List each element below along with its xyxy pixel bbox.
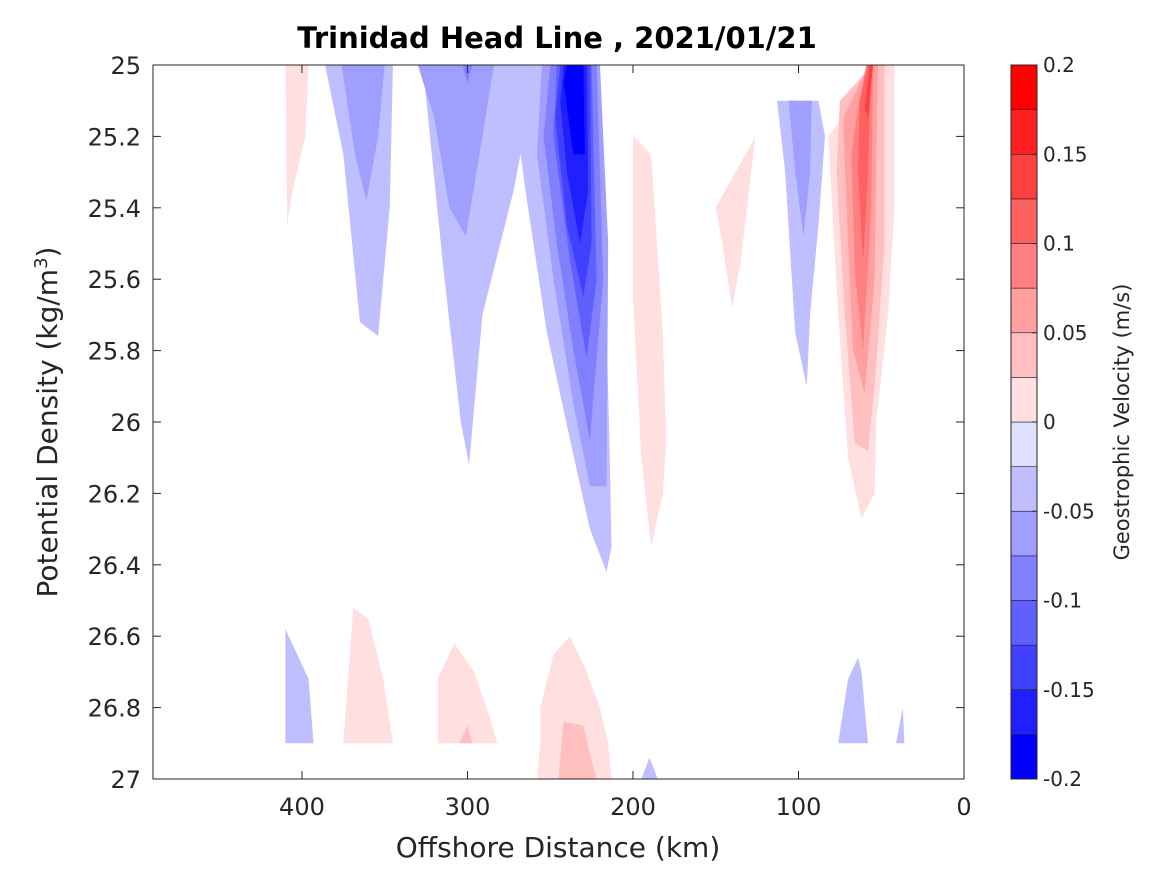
contour-region-surface-405km-19 bbox=[285, 65, 309, 226]
colorbar-band bbox=[1010, 287, 1038, 334]
x-axis-title: Offshore Distance (km) bbox=[396, 831, 721, 864]
x-tick-label: 0 bbox=[956, 793, 971, 821]
contour-fills bbox=[285, 65, 905, 779]
colorbar-band bbox=[1010, 109, 1038, 155]
colorbar-tick-label: 0.05 bbox=[1043, 321, 1088, 345]
colorbar-band bbox=[1010, 466, 1038, 512]
y-tick-label: 26 bbox=[110, 409, 141, 437]
chart-title: Trinidad Head Line , 2021/01/21 bbox=[297, 21, 817, 55]
contour-region-band-100km-13 bbox=[777, 100, 825, 387]
colorbar-ticks: 0.2 0.15 0.1 0.05 0 -0.05 -0.1 -0.15 -0.2 bbox=[1032, 53, 1095, 791]
contour-region-band-300km-8 bbox=[401, 65, 528, 465]
y-axis: 25 25.2 25.4 25.6 25.8 26 26.2 26.4 26.6 26.8 27 bbox=[88, 52, 964, 794]
contour-region-streak-140km-21 bbox=[715, 136, 756, 308]
colorbar-tick-label: -0.05 bbox=[1043, 499, 1095, 523]
colorbar-band bbox=[1010, 332, 1038, 378]
contour-region-jet-220km-7 bbox=[568, 65, 579, 83]
y-tick-label: 25.8 bbox=[88, 338, 141, 366]
colorbar-band bbox=[1010, 377, 1038, 423]
contour-region-deep-50km-15 bbox=[838, 657, 868, 744]
colorbar-band bbox=[1010, 689, 1038, 735]
y-tick-label: 27 bbox=[110, 766, 141, 794]
colorbar-band bbox=[1010, 198, 1038, 244]
contour-region-deep-300km-30 bbox=[459, 725, 473, 744]
y-tick-label: 26.6 bbox=[88, 623, 141, 651]
x-tick-label: 100 bbox=[776, 793, 822, 821]
colorbar-tick-label: 0.15 bbox=[1043, 142, 1088, 166]
contour-region-band-190km-20 bbox=[633, 136, 667, 547]
x-tick-label: 300 bbox=[445, 793, 491, 821]
contour-region-band-360km-12 bbox=[341, 65, 385, 201]
y-tick-label: 25.2 bbox=[88, 123, 141, 151]
y-axis-title: Potential Density (kg/m3) bbox=[31, 247, 65, 598]
y-axis-title-main: Potential Density (kg/m bbox=[31, 269, 64, 598]
colorbar-band bbox=[1010, 600, 1038, 646]
colorbar-band bbox=[1010, 243, 1038, 289]
colorbar-band bbox=[1010, 421, 1038, 467]
colorbar-band bbox=[1010, 510, 1038, 557]
colorbar-tick-label: -0.2 bbox=[1043, 767, 1082, 791]
y-axis-title-close: ) bbox=[31, 247, 64, 258]
contour-region-band-300km-9 bbox=[417, 65, 494, 237]
colorbar bbox=[1010, 64, 1038, 780]
contour-region-deep-37km-17 bbox=[896, 707, 905, 744]
x-tick-label: 200 bbox=[610, 793, 656, 821]
colorbar-band bbox=[1010, 644, 1038, 691]
y-tick-label: 25.4 bbox=[88, 195, 141, 223]
contour-region-deep-230km-32 bbox=[558, 721, 597, 779]
contour-region-jet-220km-6 bbox=[563, 65, 585, 155]
colorbar-band bbox=[1010, 153, 1038, 200]
y-tick-label: 26.4 bbox=[88, 552, 141, 580]
y-tick-label: 26.8 bbox=[88, 695, 141, 723]
contour-region-deep-300km-29 bbox=[437, 643, 498, 744]
contour-region-band-300km-10 bbox=[462, 65, 473, 83]
y-tick-label: 26.2 bbox=[88, 480, 141, 508]
colorbar-tick-label: -0.1 bbox=[1043, 589, 1082, 613]
contour-region-deep-230km-31 bbox=[537, 636, 612, 779]
y-axis-title-superscript: 3 bbox=[31, 257, 52, 268]
colorbar-tick-label: 0.2 bbox=[1043, 53, 1075, 77]
colorbar-tick-label: 0.1 bbox=[1043, 232, 1075, 256]
contour-region-deep-400km-16 bbox=[285, 629, 314, 744]
x-axis: 400 300 200 100 0 bbox=[279, 65, 972, 821]
colorbar-tick-label: -0.15 bbox=[1043, 678, 1095, 702]
contour-region-deep-355km-28 bbox=[343, 607, 393, 744]
contour-region-band-100km-14 bbox=[788, 100, 812, 237]
colorbar-band bbox=[1010, 555, 1038, 601]
y-tick-label: 25.6 bbox=[88, 266, 141, 294]
contour-region-core-60km-27 bbox=[864, 65, 873, 119]
colorbar-band bbox=[1010, 64, 1038, 110]
x-tick-label: 400 bbox=[279, 793, 325, 821]
contour-region-deep-190km-18 bbox=[641, 757, 658, 779]
colorbar-title: Geostrophic Velocity (m/s) bbox=[1110, 284, 1134, 561]
y-tick-label: 25 bbox=[110, 52, 141, 80]
colorbar-band bbox=[1010, 734, 1038, 780]
colorbar-tick-label: 0 bbox=[1043, 410, 1056, 434]
